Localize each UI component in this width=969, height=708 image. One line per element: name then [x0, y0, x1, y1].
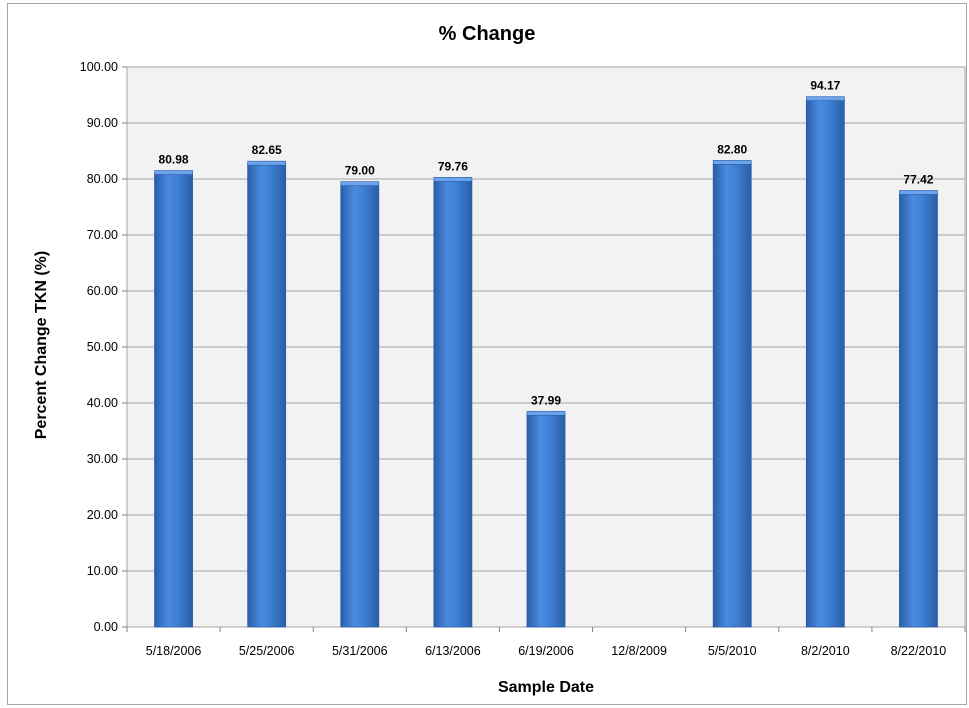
y-tick-label: 30.00 [87, 452, 118, 466]
y-axis-title: Percent Change TKN (%) [33, 251, 50, 439]
bar-cap [340, 181, 380, 186]
y-tick-label: 50.00 [87, 340, 118, 354]
x-tick-label: 12/8/2009 [611, 644, 667, 658]
bar-cap [899, 190, 938, 195]
data-label: 77.42 [903, 172, 933, 186]
bars [154, 96, 938, 628]
bar [526, 413, 566, 628]
bar [712, 162, 752, 628]
y-tick-label: 90.00 [87, 116, 118, 130]
x-tick-label: 6/19/2006 [518, 644, 574, 658]
x-tick-label: 5/18/2006 [146, 644, 202, 658]
data-label: 94.17 [810, 79, 840, 93]
data-labels: 80.98 82.65 79.00 79.76 37.99 82.80 94.17 77.42 [159, 79, 934, 408]
x-tick-label: 5/5/2010 [708, 644, 757, 658]
y-tick-label: 20.00 [87, 508, 118, 522]
x-tick-label: 8/22/2010 [891, 644, 947, 658]
y-tick-label: 10.00 [87, 564, 118, 578]
y-tick-label: 60.00 [87, 284, 118, 298]
y-tick-label: 70.00 [87, 228, 118, 242]
chart-title: % Change [439, 23, 536, 45]
x-tick-label: 5/25/2006 [239, 644, 295, 658]
bar-cap [806, 96, 845, 101]
bar-cap [247, 160, 286, 166]
data-label: 79.00 [345, 164, 375, 178]
data-label: 79.76 [438, 159, 468, 173]
bar [805, 99, 845, 628]
y-tick-label: 80.00 [87, 172, 118, 186]
data-label: 80.98 [159, 153, 189, 167]
x-axis-title: Sample Date [498, 679, 594, 696]
data-label: 82.65 [252, 143, 282, 157]
data-label: 37.99 [531, 393, 561, 407]
x-tick-label: 5/31/2006 [332, 644, 388, 658]
y-tick-label: 40.00 [87, 396, 118, 410]
bar [899, 193, 938, 628]
y-axis-ticks: 0.00 10.00 20.00 30.00 40.00 50.00 60.00 70.00 8… [80, 60, 127, 634]
bar-cap [433, 177, 473, 182]
bar [340, 184, 380, 628]
bar [154, 173, 193, 628]
bar [433, 179, 473, 628]
x-axis-ticks: 5/18/2006 5/25/2006 5/31/2006 6/13/2006 6/19… [126, 627, 966, 658]
bar-cap [712, 160, 752, 165]
bar-cap [154, 170, 193, 175]
y-tick-label: 0.00 [94, 620, 118, 634]
data-label: 82.80 [717, 142, 747, 156]
bar-cap [526, 410, 566, 416]
x-tick-label: 6/13/2006 [425, 644, 481, 658]
x-tick-label: 8/2/2010 [801, 644, 850, 658]
y-tick-label: 100.00 [80, 60, 118, 74]
bar [247, 163, 287, 628]
